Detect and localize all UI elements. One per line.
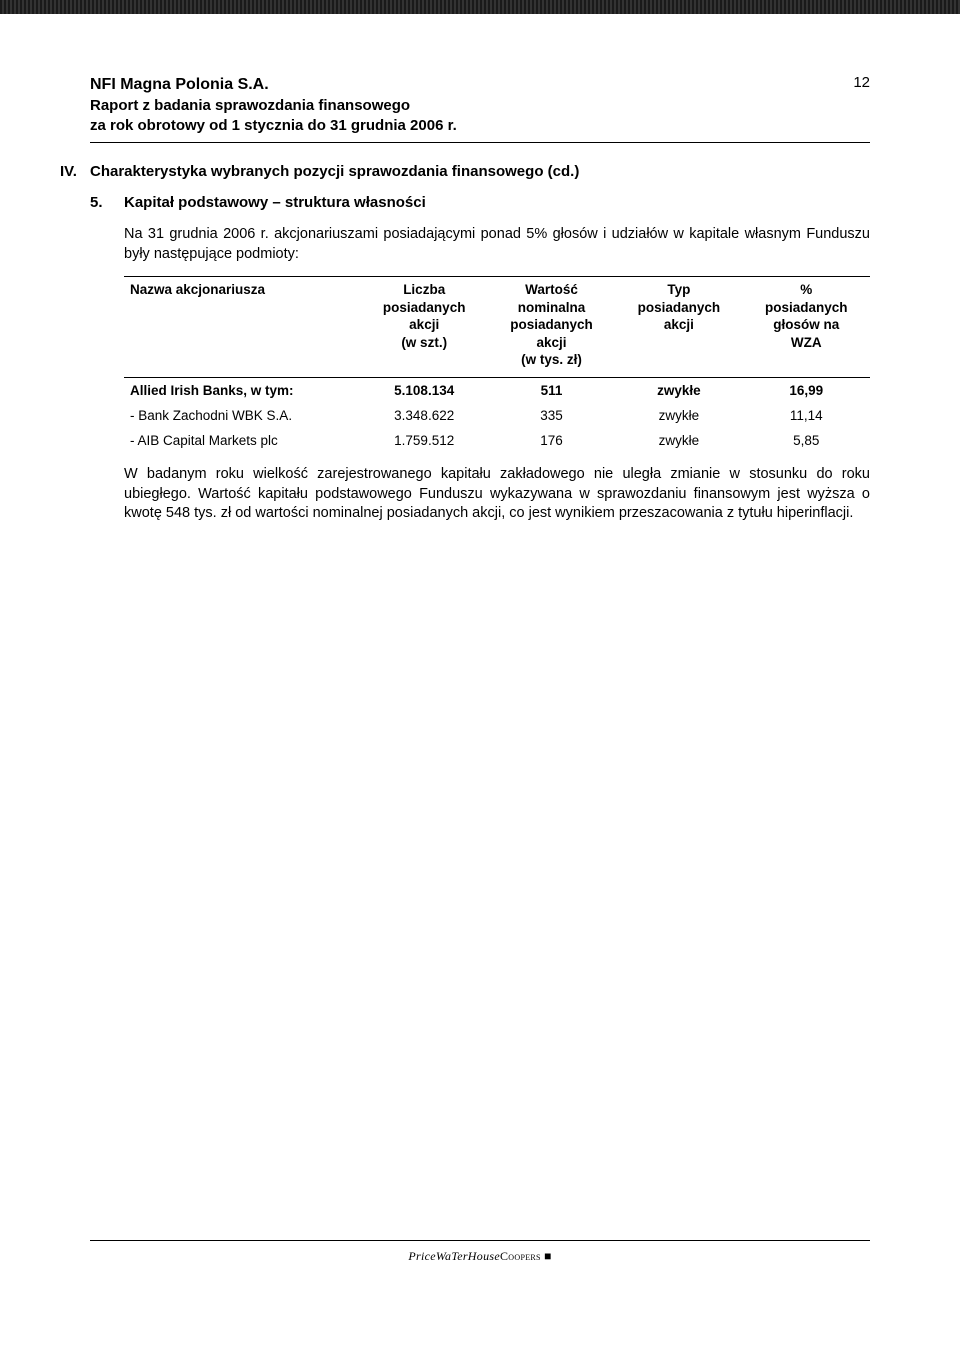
page-footer: PriceWaTerHouseCoopers ■ [90,1240,870,1264]
cell-type: zwykłe [615,403,742,428]
inner-section-title: Kapitał podstawowy – struktura własności [124,194,426,211]
cell-value: 335 [488,403,615,428]
outer-section-number: IV. [60,163,90,180]
cell-type: zwykłe [615,428,742,453]
section-body: Na 31 grudnia 2006 r. akcjonariuszami po… [124,225,870,524]
table-body: Allied Irish Banks, w tym: 5.108.134 511… [124,377,870,453]
col-shares-label: Liczbaposiadanychakcji(w szt.) [383,282,466,350]
document-page: NFI Magna Polonia S.A. Raport z badania … [0,14,960,1294]
col-value-label: Wartośćnominalnaposiadanychakcji(w tys. … [510,282,593,367]
cell-shares: 5.108.134 [361,377,488,403]
col-value: Wartośćnominalnaposiadanychakcji(w tys. … [488,277,615,378]
scan-top-border [0,0,960,14]
cell-value: 176 [488,428,615,453]
cell-pct: 5,85 [743,428,870,453]
col-type-label: Typposiadanychakcji [638,282,721,332]
cell-type: zwykłe [615,377,742,403]
footer-brand-left: PriceWaTerHouse [408,1249,500,1263]
header-title-block: NFI Magna Polonia S.A. Raport z badania … [90,74,457,136]
cell-pct: 16,99 [743,377,870,403]
inner-section-row: 5. Kapitał podstawowy – struktura własno… [90,194,870,211]
outer-section-title: Charakterystyka wybranych pozycji sprawo… [90,163,579,180]
footer-brand-right: Coopers [500,1249,541,1263]
cell-pct: 11,14 [743,403,870,428]
report-title-line1: Raport z badania sprawozdania finansoweg… [90,96,457,116]
cell-shares: 1.759.512 [361,428,488,453]
col-type: Typposiadanychakcji [615,277,742,378]
cell-name: - Bank Zachodni WBK S.A. [124,403,361,428]
footer-square-icon: ■ [544,1249,552,1263]
table-row: - Bank Zachodni WBK S.A. 3.348.622 335 z… [124,403,870,428]
col-pct: %posiadanychgłosów naWZA [743,277,870,378]
cell-shares: 3.348.622 [361,403,488,428]
page-number: 12 [853,74,870,91]
page-header: NFI Magna Polonia S.A. Raport z badania … [90,74,870,143]
cell-name: Allied Irish Banks, w tym: [124,377,361,403]
intro-paragraph: Na 31 grudnia 2006 r. akcjonariuszami po… [124,225,870,264]
inner-section-number: 5. [90,194,124,211]
outro-paragraph: W badanym roku wielkość zarejestrowanego… [124,465,870,524]
col-shares: Liczbaposiadanychakcji(w szt.) [361,277,488,378]
cell-value: 511 [488,377,615,403]
table-row: - AIB Capital Markets plc 1.759.512 176 … [124,428,870,453]
table-row: Allied Irish Banks, w tym: 5.108.134 511… [124,377,870,403]
col-name-label: Nazwa akcjonariusza [130,282,265,297]
report-title-line2: za rok obrotowy od 1 stycznia do 31 grud… [90,116,457,136]
cell-name: - AIB Capital Markets plc [124,428,361,453]
col-name: Nazwa akcjonariusza [124,277,361,378]
outer-section-row: IV. Charakterystyka wybranych pozycji sp… [90,163,870,180]
col-pct-label: %posiadanychgłosów naWZA [765,282,848,350]
company-name: NFI Magna Polonia S.A. [90,74,457,96]
shareholders-table: Nazwa akcjonariusza Liczbaposiadanychakc… [124,276,870,453]
